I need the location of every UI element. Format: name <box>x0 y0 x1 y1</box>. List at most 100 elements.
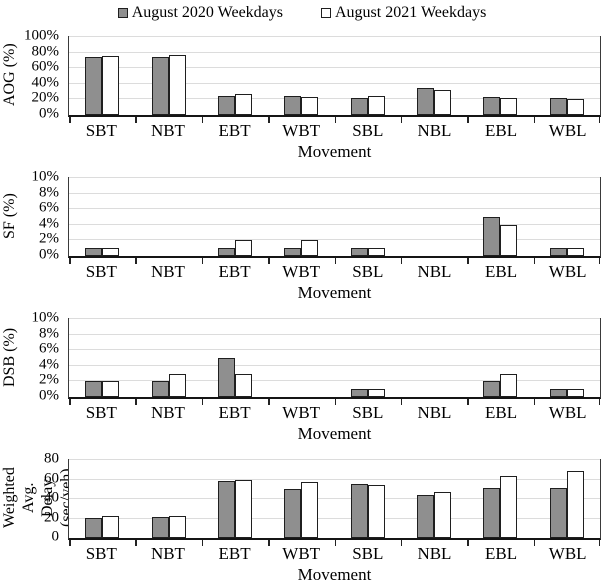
bar-2020 <box>284 248 302 256</box>
bar-2020 <box>350 484 368 538</box>
y-tick-label: 60% <box>31 58 60 75</box>
y-tick-label: 10% <box>31 309 60 326</box>
x-axis-tick-mark <box>201 117 204 123</box>
bar-2020 <box>85 381 103 397</box>
category-label: EBL <box>485 121 518 140</box>
x-axis-tick-mark <box>268 399 270 405</box>
x-axis-tick-mark <box>268 117 270 123</box>
category-label: EBL <box>485 544 518 563</box>
category-label: EBT <box>218 262 251 281</box>
y-tick-label: 0% <box>39 105 59 122</box>
bar-2020 <box>284 95 302 115</box>
x-axis-tick-mark <box>334 399 336 405</box>
category-label: WBL <box>548 262 587 281</box>
bar-2020 <box>85 248 103 256</box>
gridline <box>69 478 600 480</box>
legend-swatch-2020-icon <box>117 7 128 18</box>
category-label: WBT <box>282 544 321 563</box>
x-axis-tick-mark <box>201 540 204 546</box>
gridline <box>69 82 600 84</box>
bar-2021 <box>168 373 186 397</box>
y-tick-label: 20 <box>44 509 59 525</box>
bar-2021 <box>500 97 518 115</box>
x-axis-category-labels: SBT NBT EBT WBT SBL NBL EBL WBL <box>68 402 601 423</box>
bar-2020 <box>417 495 435 538</box>
bar-2021 <box>102 55 120 115</box>
bar-2021 <box>102 248 120 256</box>
x-axis-tick-mark <box>467 117 469 123</box>
bar-2020 <box>483 217 501 256</box>
category-label: WBT <box>282 121 321 140</box>
category-label: EBT <box>218 121 251 140</box>
gridline <box>69 51 600 53</box>
x-axis-tick-mark <box>135 258 137 264</box>
y-tick-label: 8% <box>39 184 59 201</box>
x-axis-tick-mark <box>467 540 469 546</box>
bar-2021 <box>234 373 252 397</box>
category-label: EBL <box>485 403 518 422</box>
x-axis-tick-mark <box>334 117 336 123</box>
bar-2021 <box>500 373 518 397</box>
bar-2020 <box>417 88 435 115</box>
legend: August 2020 Weekdays August 2021 Weekday… <box>0 0 604 23</box>
y-tick-label: 2% <box>39 230 59 247</box>
x-axis-tick-mark <box>135 399 137 405</box>
legend-label-2021: August 2021 Weekdays <box>335 3 487 21</box>
x-axis-tick-mark <box>598 540 600 546</box>
gridline <box>69 67 600 69</box>
y-tick-label: 4% <box>39 215 59 232</box>
y-axis-ticks: 0% 2% 4% 6% 8% 10% <box>0 310 62 403</box>
bar-2020 <box>217 481 235 538</box>
legend-item-2020: August 2020 Weekdays <box>117 4 283 22</box>
bar-2021 <box>434 90 452 115</box>
category-label: EBT <box>218 544 251 563</box>
x-axis-tick-mark <box>533 399 536 405</box>
chart-weighted-avg-delay: Weighted Avg. Delay (sec/veh) 0 20 40 60 80 S… <box>0 446 604 586</box>
x-axis-tick-mark <box>201 258 204 264</box>
bar-2020 <box>151 516 169 538</box>
x-axis-tick-mark <box>400 258 403 264</box>
gridline <box>69 192 600 194</box>
y-tick-label: 8% <box>39 325 59 342</box>
chart-sf: SF (%) 0% 2% 4% 6% 8% 10% SBT NBT EBT WBT SBL NBL E… <box>0 164 604 305</box>
x-axis-tick-mark <box>69 258 71 264</box>
x-axis-tick-mark <box>334 540 336 546</box>
bar-2021 <box>434 492 452 538</box>
category-label: SBT <box>85 544 117 563</box>
gridline <box>69 380 600 382</box>
category-label: WBL <box>548 403 587 422</box>
y-tick-label: 20% <box>31 89 60 106</box>
x-axis-tick-mark <box>467 258 469 264</box>
bar-2021 <box>102 515 120 538</box>
y-tick-label: 10% <box>31 168 60 185</box>
y-axis-ticks: 0% 20% 40% 60% 80% 100% <box>0 28 62 121</box>
x-axis-tick-mark <box>598 399 600 405</box>
bar-2020 <box>549 248 567 256</box>
category-label: WBT <box>282 262 321 281</box>
plot-area <box>68 177 601 264</box>
bar-2021 <box>500 224 518 256</box>
bar-2020 <box>483 97 501 115</box>
gridline <box>69 364 600 366</box>
x-axis-tick-mark <box>467 399 469 405</box>
category-label: NBT <box>150 262 185 281</box>
x-axis-tick-mark <box>533 258 536 264</box>
x-axis-title: Movement <box>297 142 372 161</box>
bar-2021 <box>234 479 252 538</box>
gridline <box>69 223 600 225</box>
x-axis-title: Movement <box>297 424 372 443</box>
y-tick-label: 6% <box>39 340 59 357</box>
x-axis-tick-mark <box>598 117 600 123</box>
bar-2020 <box>549 389 567 397</box>
gridline <box>69 349 600 351</box>
x-axis-tick-mark <box>135 540 137 546</box>
bar-2021 <box>566 470 584 538</box>
x-axis-tick-mark <box>135 117 137 123</box>
bar-2021 <box>367 248 385 256</box>
y-tick-label: 100% <box>24 27 59 44</box>
x-axis-tick-mark <box>400 540 403 546</box>
category-label: SBL <box>352 121 384 140</box>
y-axis-ticks: 0% 2% 4% 6% 8% 10% <box>0 169 62 262</box>
category-label: WBL <box>548 544 587 563</box>
